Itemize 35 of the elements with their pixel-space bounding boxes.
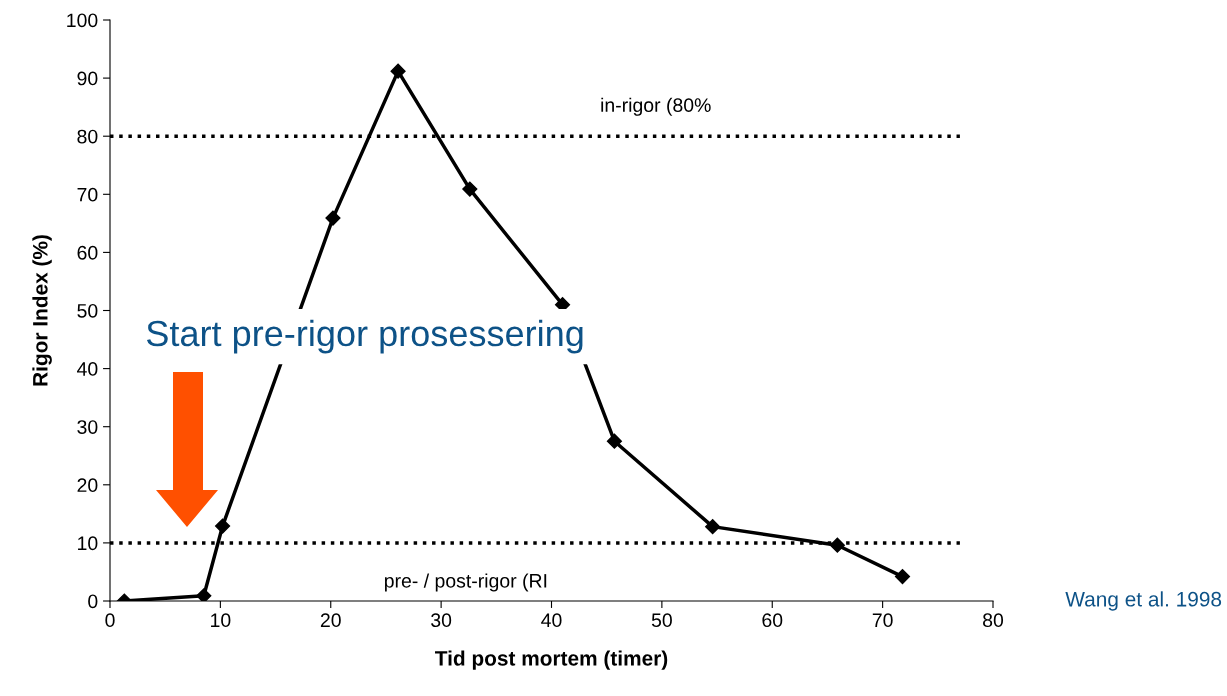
y-tick-label: 20	[77, 478, 98, 493]
y-tick-label: 100	[67, 13, 98, 28]
x-tick-label: 10	[211, 613, 231, 628]
y-tick-label: 30	[77, 420, 98, 434]
x-tick-label: 70	[872, 613, 893, 628]
point	[606, 433, 622, 449]
point	[829, 537, 845, 553]
x-axis-title: Tid post mortem (timer)	[435, 650, 668, 670]
x-tick-label: 0	[105, 613, 115, 628]
x-tick-label: 60	[762, 613, 783, 628]
point	[462, 181, 478, 197]
y-tick-label: 50	[77, 303, 98, 318]
y-tick-label: 60	[77, 245, 98, 260]
x-tick-label: 80	[983, 613, 1004, 628]
y-axis-title: Rigor Index (%)	[32, 235, 52, 386]
point	[196, 588, 212, 601]
ref-line-label: in-rigor (80%	[601, 97, 711, 116]
y-tick-label: 0	[88, 594, 98, 609]
x-tick-label: 50	[651, 613, 672, 628]
x-tick-label: 20	[320, 613, 341, 628]
y-tick-label: 70	[77, 187, 98, 202]
text: Wang et al. 1998	[1065, 591, 1222, 611]
point	[325, 210, 341, 226]
ref-line-label: pre- / post-rigor (RI	[384, 573, 547, 592]
point	[390, 63, 406, 79]
point	[705, 519, 721, 535]
annotation: Start pre-rigor prosessering	[146, 319, 583, 354]
y-tick-label: 10	[78, 536, 98, 551]
x-tick-label: 30	[431, 613, 452, 628]
point	[894, 569, 911, 585]
y-tick-label: 40	[77, 362, 98, 376]
point	[215, 518, 231, 534]
x-tick-label: 40	[541, 613, 562, 628]
y-tick-label: 80	[77, 129, 98, 144]
y-tick-label: 90	[77, 71, 98, 86]
